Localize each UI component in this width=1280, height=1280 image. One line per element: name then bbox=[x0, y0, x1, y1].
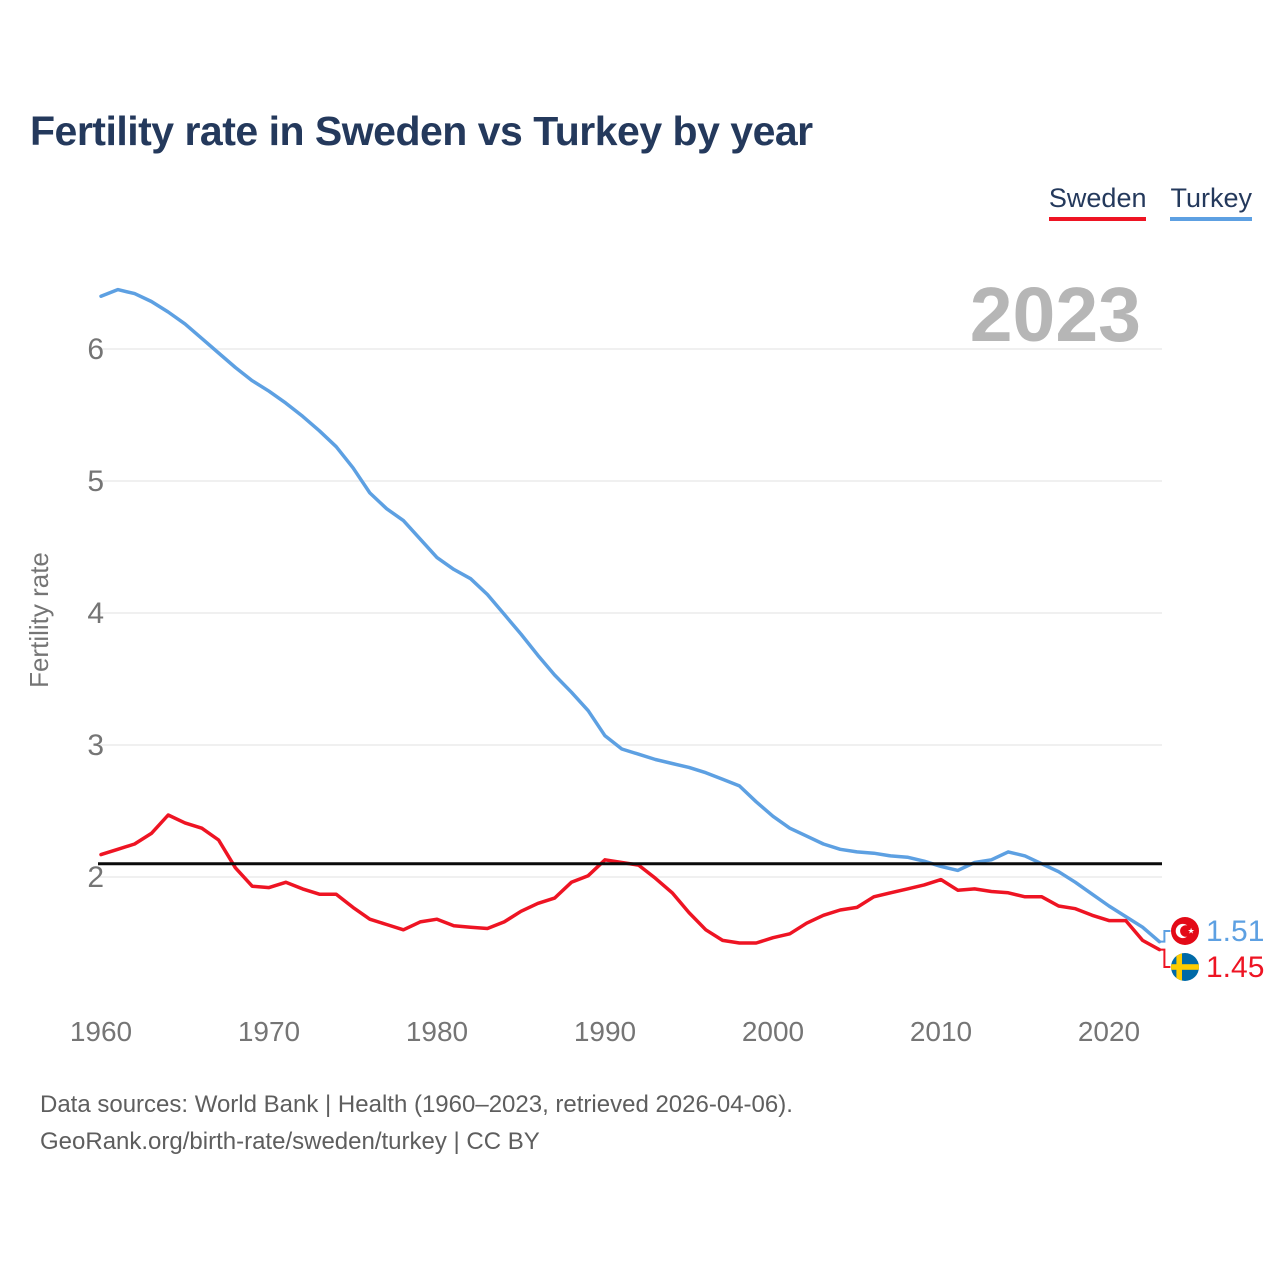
svg-text:1970: 1970 bbox=[238, 1016, 300, 1047]
chart-legend: Sweden Turkey bbox=[1048, 183, 1252, 221]
sweden-end-value: 1.45 bbox=[1206, 951, 1264, 984]
turkey-end-value: 1.51 bbox=[1206, 915, 1264, 948]
y-axis-label: Fertility rate bbox=[24, 552, 54, 688]
legend-item-sweden[interactable]: Sweden bbox=[1048, 183, 1147, 221]
svg-text:5: 5 bbox=[87, 465, 104, 498]
svg-text:2010: 2010 bbox=[910, 1016, 972, 1047]
sweden-flag-icon bbox=[1171, 953, 1199, 981]
gridlines bbox=[98, 348, 1162, 878]
svg-text:6: 6 bbox=[87, 333, 104, 366]
svg-text:1990: 1990 bbox=[574, 1016, 636, 1047]
end-label-connectors bbox=[1159, 930, 1171, 968]
x-axis-tick-labels: 1960 1970 1980 1990 2000 2010 2020 bbox=[70, 1016, 1140, 1047]
turkey-flag-icon: ★ bbox=[1171, 917, 1199, 945]
svg-text:★: ★ bbox=[1188, 927, 1195, 936]
legend-item-turkey[interactable]: Turkey bbox=[1170, 183, 1252, 221]
svg-text:3: 3 bbox=[87, 729, 104, 762]
data-source-footer: Data sources: World Bank | Health (1960–… bbox=[40, 1086, 793, 1160]
svg-text:1960: 1960 bbox=[70, 1016, 132, 1047]
svg-text:4: 4 bbox=[87, 597, 104, 630]
svg-text:1980: 1980 bbox=[406, 1016, 468, 1047]
y-axis-tick-labels: 2 3 4 5 6 bbox=[87, 333, 104, 894]
series-lines bbox=[99, 287, 1162, 952]
svg-text:2020: 2020 bbox=[1078, 1016, 1140, 1047]
svg-text:2000: 2000 bbox=[742, 1016, 804, 1047]
page-title: Fertility rate in Sweden vs Turkey by ye… bbox=[30, 108, 813, 154]
svg-text:2: 2 bbox=[87, 861, 104, 894]
year-watermark: 2023 bbox=[970, 272, 1141, 358]
footer-line-1: Data sources: World Bank | Health (1960–… bbox=[40, 1091, 793, 1118]
footer-line-2: GeoRank.org/birth-rate/sweden/turkey | C… bbox=[40, 1128, 540, 1155]
